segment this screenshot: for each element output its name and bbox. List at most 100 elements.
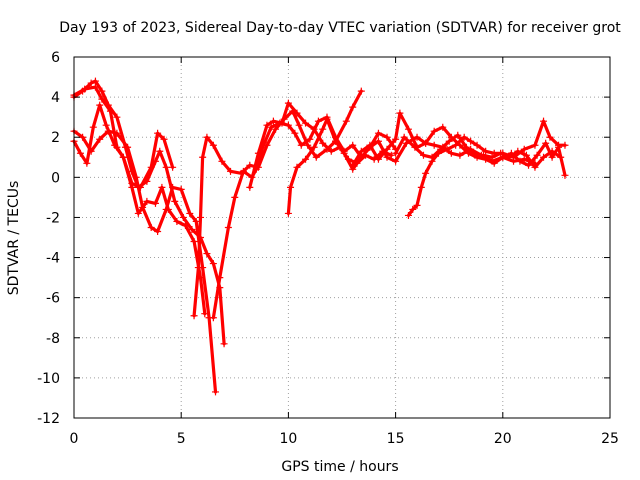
x-tick-label: 25 bbox=[601, 431, 619, 447]
data-point bbox=[151, 199, 159, 207]
data-point bbox=[409, 205, 417, 213]
data-point bbox=[179, 213, 187, 221]
data-point bbox=[302, 155, 310, 163]
data-point bbox=[482, 147, 490, 155]
data-point bbox=[422, 169, 430, 177]
y-axis-label: SDTVAR / TECUs bbox=[6, 181, 22, 296]
data-point bbox=[540, 153, 548, 161]
data-point bbox=[383, 145, 391, 153]
data-point bbox=[561, 171, 569, 179]
data-point bbox=[284, 99, 292, 107]
data-point bbox=[374, 137, 382, 145]
data-point bbox=[411, 143, 419, 151]
data-point bbox=[293, 163, 301, 171]
data-point bbox=[91, 83, 99, 91]
data-point bbox=[79, 133, 87, 141]
data-point bbox=[548, 153, 556, 161]
data-point bbox=[199, 153, 207, 161]
data-point bbox=[514, 147, 522, 155]
data-point bbox=[158, 183, 166, 191]
series-line bbox=[72, 129, 218, 394]
data-point bbox=[310, 125, 318, 133]
data-point bbox=[89, 123, 97, 131]
data-point bbox=[454, 131, 462, 139]
data-point bbox=[312, 153, 320, 161]
data-point bbox=[267, 123, 275, 131]
data-point bbox=[413, 201, 421, 209]
y-tick-label: -10 bbox=[37, 371, 60, 387]
data-point bbox=[437, 145, 445, 153]
data-point bbox=[124, 143, 132, 151]
data-point bbox=[154, 129, 162, 137]
plot-frame bbox=[73, 56, 611, 419]
data-point bbox=[546, 133, 554, 141]
data-point bbox=[102, 121, 110, 129]
data-point bbox=[91, 77, 99, 85]
data-point bbox=[284, 209, 292, 217]
data-point bbox=[291, 129, 299, 137]
data-point bbox=[134, 209, 142, 217]
data-point bbox=[392, 135, 400, 143]
data-point bbox=[136, 183, 144, 191]
data-point bbox=[96, 101, 104, 109]
ticks: 0 5 10 15 20 25 -12 -10 -8 -6 -4 -2 0 2 4 6 bbox=[37, 50, 619, 447]
data-point bbox=[284, 121, 292, 129]
data-point bbox=[557, 153, 565, 161]
series-8 bbox=[284, 115, 539, 217]
data-point bbox=[349, 103, 357, 111]
data-point bbox=[132, 173, 140, 181]
data-point bbox=[525, 161, 533, 169]
data-point bbox=[319, 125, 327, 133]
series-3 bbox=[70, 83, 209, 318]
grid bbox=[74, 57, 610, 418]
data-point bbox=[194, 264, 202, 272]
x-tick-label: 0 bbox=[70, 431, 79, 447]
data-point bbox=[147, 163, 155, 171]
data-point bbox=[164, 205, 172, 213]
data-point bbox=[456, 151, 464, 159]
data-point bbox=[278, 119, 286, 127]
data-point bbox=[430, 141, 438, 149]
data-point bbox=[224, 223, 232, 231]
data-point bbox=[357, 87, 365, 95]
series-line bbox=[72, 103, 175, 189]
data-point bbox=[327, 147, 335, 155]
data-point bbox=[169, 183, 177, 191]
data-point bbox=[531, 163, 539, 171]
data-point bbox=[497, 149, 505, 157]
data-point bbox=[128, 179, 136, 187]
data-point bbox=[209, 260, 217, 268]
data-point bbox=[460, 133, 468, 141]
data-point bbox=[422, 139, 430, 147]
data-point bbox=[462, 143, 470, 151]
data-point bbox=[83, 159, 91, 167]
series-9 bbox=[349, 109, 569, 179]
data-point bbox=[374, 129, 382, 137]
data-point bbox=[555, 141, 563, 149]
data-point bbox=[445, 137, 453, 145]
data-point bbox=[295, 121, 303, 129]
data-point bbox=[287, 183, 295, 191]
chart-title: Day 193 of 2023, Sidereal Day-to-day VTE… bbox=[59, 20, 621, 36]
series-line bbox=[72, 85, 207, 316]
data-point bbox=[216, 274, 224, 282]
data-point bbox=[452, 141, 460, 149]
y-tick-label: -8 bbox=[46, 331, 60, 347]
data-point bbox=[357, 147, 365, 155]
data-point bbox=[522, 151, 530, 159]
data-point bbox=[209, 314, 217, 322]
data-point bbox=[417, 183, 425, 191]
data-point bbox=[439, 123, 447, 131]
data-point bbox=[192, 217, 200, 225]
data-point bbox=[231, 193, 239, 201]
y-tick-label: -4 bbox=[46, 251, 60, 267]
data-point bbox=[263, 121, 271, 129]
data-point bbox=[302, 119, 310, 127]
data-point bbox=[297, 141, 305, 149]
data-point bbox=[488, 153, 496, 161]
data-point bbox=[196, 213, 204, 221]
y-tick-label: 2 bbox=[51, 130, 60, 146]
data-point bbox=[404, 211, 412, 219]
data-point bbox=[520, 145, 528, 153]
